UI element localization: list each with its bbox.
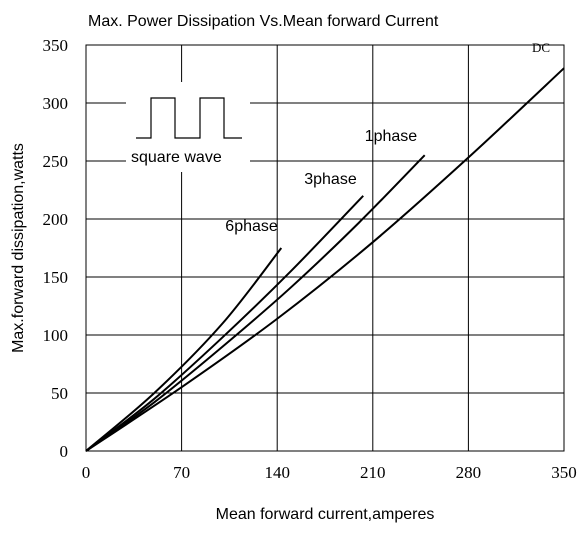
x-tick-label: 140 xyxy=(264,463,290,482)
square-wave-label: square wave xyxy=(131,149,222,166)
series-label-1phase: 1phase xyxy=(365,128,418,145)
series-line-3phase xyxy=(85,195,364,452)
y-tick-label: 350 xyxy=(43,36,69,55)
y-tick-label: 100 xyxy=(43,326,69,345)
y-tick-label: 250 xyxy=(43,152,69,171)
chart-title: Max. Power Dissipation Vs.Mean forward C… xyxy=(88,13,439,30)
square-wave-inset: square wave xyxy=(126,82,250,172)
x-tick-label: 210 xyxy=(360,463,386,482)
series-label-6phase: 6phase xyxy=(225,218,278,235)
x-axis-label: Mean forward current,amperes xyxy=(216,506,435,523)
tick-labels: 0 70 140 210 280 350 0 50 100 150 200 250 300 350 xyxy=(43,36,577,482)
series xyxy=(85,67,565,452)
plot-frame xyxy=(85,44,565,452)
x-tick-label: 350 xyxy=(551,463,577,482)
y-tick-label: 300 xyxy=(43,94,69,113)
series-labels: DC 1phase 3phase 6phase xyxy=(225,40,550,235)
y-tick-label: 0 xyxy=(60,442,69,461)
square-wave-icon xyxy=(136,97,242,139)
x-tick-label: 280 xyxy=(456,463,482,482)
x-tick-label: 70 xyxy=(173,463,190,482)
square-wave-inset-background xyxy=(126,82,250,172)
series-line-1phase xyxy=(85,154,426,452)
y-tick-label: 50 xyxy=(51,384,68,403)
series-line-dc xyxy=(85,67,565,452)
series-label-dc: DC xyxy=(532,40,550,55)
x-tick-label: 0 xyxy=(82,463,91,482)
series-line-6phase xyxy=(85,247,283,452)
y-axis-label: Max.forward dissipation,watts xyxy=(10,143,27,353)
series-label-3phase: 3phase xyxy=(304,171,357,188)
y-tick-label: 150 xyxy=(43,268,69,287)
y-tick-label: 200 xyxy=(43,210,69,229)
